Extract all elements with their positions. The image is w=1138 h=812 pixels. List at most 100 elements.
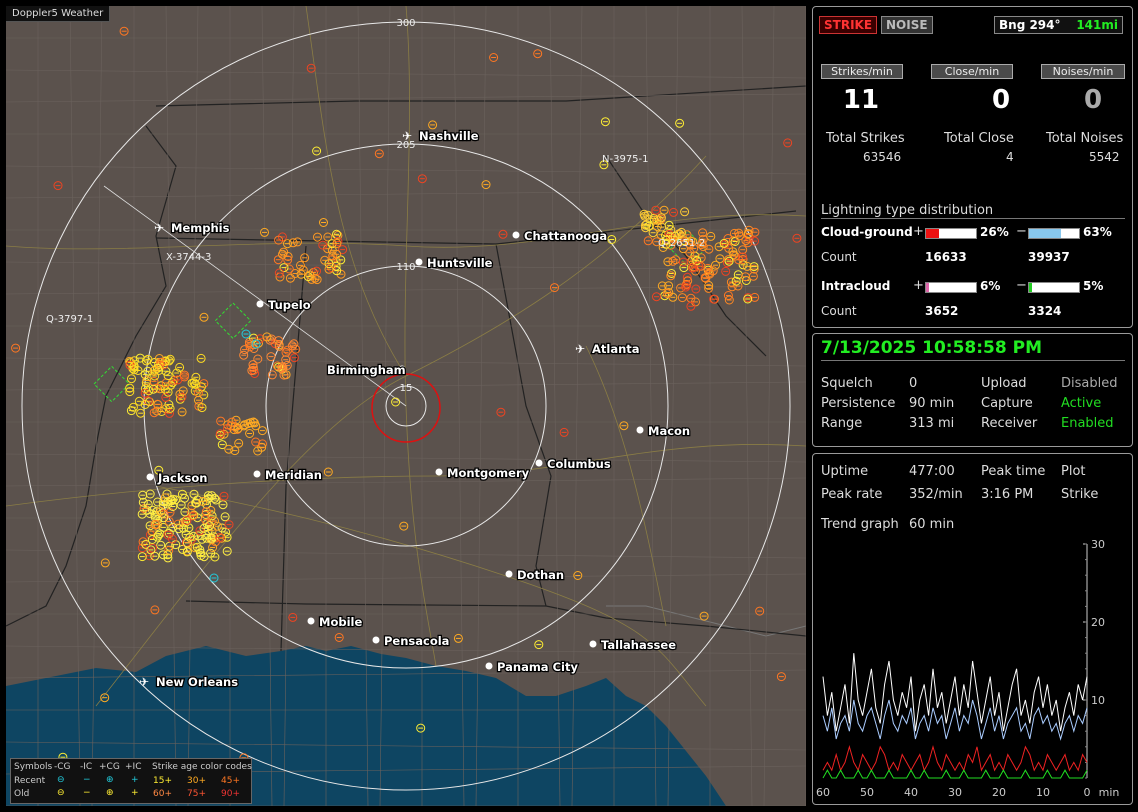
x-unit-label: min: [1099, 786, 1120, 799]
strike-marker: [657, 222, 667, 232]
city-dot-icon: [253, 470, 261, 478]
strike-marker: [150, 371, 160, 381]
strike-marker: [706, 231, 716, 241]
strike-marker: [192, 542, 202, 552]
strike-marker: [119, 26, 129, 36]
strike-marker: [338, 245, 348, 255]
receiver-value: Enabled: [1061, 416, 1114, 431]
trend-series-line-1: [822, 699, 1088, 741]
strike-marker: [283, 255, 293, 265]
plot-value[interactable]: Strike: [1061, 487, 1099, 502]
peak-time-label: Peak time: [981, 464, 1046, 479]
strike-marker: [643, 236, 653, 246]
city-label: Nashville: [419, 129, 479, 143]
total-noises-label: Total Noises: [1046, 131, 1124, 146]
city-dot-icon: [435, 468, 443, 476]
strike-marker: [743, 294, 753, 304]
strike-marker: [639, 209, 649, 219]
distribution-title: Lightning type distribution: [821, 203, 1125, 219]
strike-marker: [173, 375, 183, 385]
strike-marker: [168, 502, 178, 511]
city-label: Panama City: [497, 660, 578, 674]
strike-marker: [332, 229, 341, 239]
strike-marker: [257, 426, 267, 436]
strike-marker: [251, 437, 261, 447]
strike-marker: [195, 548, 205, 558]
strike-marker: [550, 283, 559, 293]
strike-marker: [175, 362, 185, 372]
strike-marker: [180, 507, 190, 517]
cg-negative-count: 39937: [1028, 250, 1070, 264]
radar-map[interactable]: 300 205 110 15 ✈ Nashville ✈ Memphis Chattan…: [6, 6, 806, 806]
bearing-value: Bng 294°: [999, 18, 1061, 32]
total-strikes-value: 63546: [863, 150, 902, 164]
strike-marker: [207, 491, 217, 501]
strike-marker: [148, 384, 158, 394]
city-pensacola: Pensacola: [372, 633, 451, 649]
strike-marker: [177, 392, 187, 402]
strike-marker: [669, 207, 678, 217]
strike-marker: [147, 535, 157, 544]
road-0: [6, 214, 806, 250]
ic-negative-count: 3324: [1028, 304, 1062, 318]
city-dothan: Dothan: [505, 567, 565, 583]
recent-strike-marker: [209, 573, 219, 583]
strike-marker: [154, 530, 163, 540]
strike-marker: [129, 361, 139, 371]
strike-marker: [668, 256, 678, 266]
strike-marker: [150, 605, 160, 615]
strike-marker: [153, 515, 163, 524]
cg-negative-fill: [1029, 229, 1061, 238]
ic-negative-pct: 5%: [1083, 279, 1104, 293]
noise-button[interactable]: NOISE: [881, 16, 933, 34]
strike-marker: [296, 260, 305, 270]
strike-marker: [247, 366, 257, 376]
city-huntsville: Huntsville: [415, 255, 494, 271]
persistence-label: Persistence: [821, 396, 896, 411]
legend-age-30: 30+: [187, 776, 206, 786]
strike-marker: [599, 160, 609, 170]
strike-marker: [453, 633, 463, 643]
ic-positive-bar: [925, 282, 977, 293]
strike-marker: [534, 640, 544, 650]
range-ring-300: [21, 21, 791, 791]
strike-marker: [201, 507, 211, 517]
city-tupelo: Tupelo: [256, 297, 312, 313]
strike-marker: [742, 261, 752, 271]
strike-marker: [245, 342, 255, 352]
strike-marker: [652, 292, 661, 302]
cg-positive-pct: 26%: [980, 225, 1009, 239]
strike-marker: [721, 266, 731, 276]
strike-marker: [729, 250, 739, 260]
strike-marker: [128, 402, 138, 412]
strike-marker: [714, 242, 724, 252]
city-new-orleans: ✈ New Orleans: [139, 674, 239, 691]
strike-marker: [231, 415, 241, 425]
legend-old-pos-cg-icon: ⊕: [106, 788, 114, 798]
strike-marker: [239, 350, 249, 360]
strike-marker: [165, 508, 175, 517]
strike-marker: [691, 284, 701, 294]
strike-marker: [174, 524, 184, 534]
city-label: Chattanooga: [524, 229, 607, 243]
strike-marker: [152, 406, 162, 416]
strike-marker: [150, 520, 160, 529]
strike-marker: [230, 446, 240, 456]
strike-marker: [279, 263, 289, 273]
city-dot-icon: [636, 426, 644, 434]
legend-age-15: 15+: [153, 776, 172, 786]
strike-marker: [182, 538, 192, 548]
strike-marker: [165, 408, 174, 418]
squelch-value: 0: [909, 376, 918, 391]
map-canvas[interactable]: 300 205 110 15 ✈ Nashville ✈ Memphis Chattan…: [6, 6, 806, 806]
strike-marker: [191, 498, 201, 508]
strike-marker: [719, 238, 729, 248]
range-label-15: 15: [400, 383, 413, 394]
strike-marker: [738, 245, 748, 255]
total-close-value: 4: [1006, 150, 1014, 164]
strike-button[interactable]: STRIKE: [819, 16, 878, 34]
range-label-110: 110: [396, 262, 415, 273]
total-close-label: Total Close: [944, 131, 1014, 146]
strike-marker: [274, 336, 284, 346]
noises-per-min-header: Noises/min: [1041, 64, 1125, 79]
